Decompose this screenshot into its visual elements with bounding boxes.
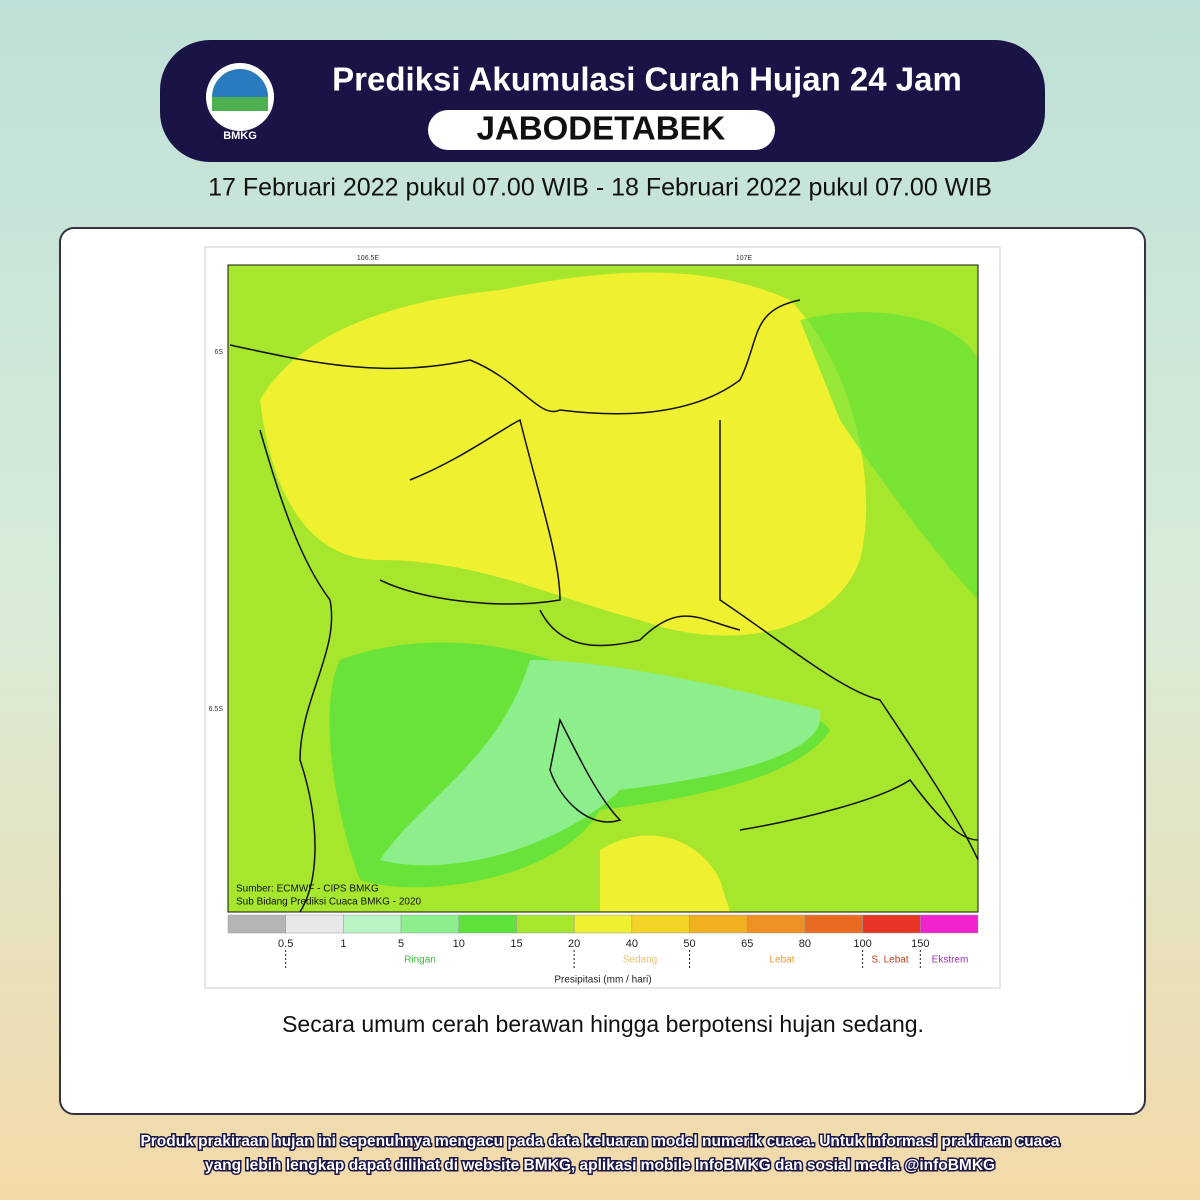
legend-cell — [746, 914, 806, 934]
lat-label: 6.5S — [209, 706, 224, 713]
region: JABODETABEK — [477, 110, 726, 147]
legend-cell — [920, 914, 979, 934]
lon-label: 106.5E — [357, 255, 380, 262]
header-bar — [160, 40, 1045, 162]
legend-cell — [689, 914, 748, 934]
legend-cell — [862, 914, 921, 934]
legend-level: 10 — [453, 938, 465, 950]
footer-line: Produk prakiraan hujan ini sepenuhnya me… — [140, 1133, 1059, 1150]
legend-cell — [458, 914, 517, 934]
caption: Secara umum cerah berawan hingga berpote… — [282, 1011, 924, 1037]
legend-level: 50 — [683, 938, 695, 950]
source: Sub Bidang Prediksi Cuaca BMKG - 2020 — [236, 897, 422, 908]
legend-level: 80 — [799, 938, 811, 950]
legend-cell — [804, 914, 863, 934]
legend-category: Lebat — [769, 955, 794, 966]
legend-cell — [285, 914, 344, 934]
legend-level: 15 — [510, 938, 522, 950]
lat-label: 6S — [214, 349, 223, 356]
legend-level: 65 — [741, 938, 753, 950]
logo-text: BMKG — [223, 130, 257, 142]
lon-label: 107E — [736, 255, 753, 262]
legend-level: 5 — [398, 938, 404, 950]
map-border — [227, 264, 979, 913]
title: Prediksi Akumulasi Curah Hujan 24 Jam — [332, 61, 962, 98]
legend-category: Sedang — [623, 955, 657, 966]
legend-level: 20 — [568, 938, 580, 950]
footer-line: yang lebih lengkap dapat dilihat di webs… — [205, 1157, 995, 1174]
legend-level: 40 — [626, 938, 638, 950]
legend-cell — [631, 914, 690, 934]
legend-level: 0.5 — [278, 938, 293, 950]
legend-category: Ekstrem — [932, 955, 969, 966]
legend-cell — [400, 914, 460, 934]
legend-axis-label: Presipitasi (mm / hari) — [554, 975, 651, 986]
legend-level: 150 — [911, 938, 929, 950]
date: 17 Februari 2022 pukul 07.00 WIB - 18 Fe… — [208, 174, 992, 202]
legend-cell — [573, 914, 633, 934]
legend-level: 100 — [853, 938, 871, 950]
source: Sumber: ECMWF - CIPS BMKG — [236, 884, 379, 895]
legend-level: 1 — [340, 938, 346, 950]
region-pill — [428, 110, 775, 150]
legend-category: S. Lebat — [871, 955, 908, 966]
legend-cell — [227, 914, 286, 934]
legend-category: Ringan — [404, 955, 436, 966]
map — [228, 265, 978, 912]
legend-cell — [343, 914, 402, 934]
legend-cell — [516, 914, 575, 934]
